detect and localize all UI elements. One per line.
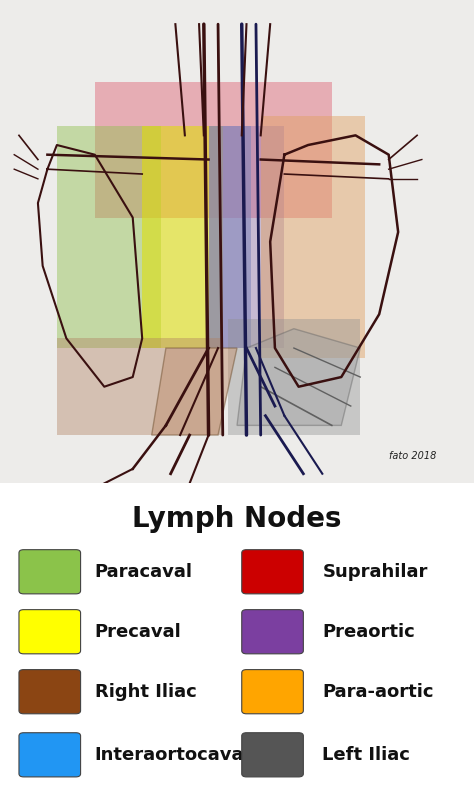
Text: fato 2018: fato 2018 <box>389 451 436 461</box>
Polygon shape <box>237 328 360 425</box>
Text: Suprahilar: Suprahilar <box>322 562 428 581</box>
FancyBboxPatch shape <box>19 550 81 594</box>
FancyBboxPatch shape <box>242 670 303 714</box>
Text: Lymph Nodes: Lymph Nodes <box>132 506 342 534</box>
Text: Preaortic: Preaortic <box>322 622 415 641</box>
Bar <box>261 116 365 358</box>
Bar <box>57 125 161 348</box>
Bar <box>95 82 332 217</box>
FancyBboxPatch shape <box>19 670 81 714</box>
Text: Para-aortic: Para-aortic <box>322 682 434 701</box>
Text: Left Iliac: Left Iliac <box>322 745 410 764</box>
Text: Interaortocaval: Interaortocaval <box>95 745 250 764</box>
Bar <box>57 339 223 435</box>
FancyBboxPatch shape <box>242 550 303 594</box>
Bar <box>209 125 284 348</box>
FancyBboxPatch shape <box>242 610 303 654</box>
Text: Paracaval: Paracaval <box>95 562 193 581</box>
Text: Right Iliac: Right Iliac <box>95 682 197 701</box>
FancyBboxPatch shape <box>19 610 81 654</box>
Bar <box>228 319 360 435</box>
Text: Precaval: Precaval <box>95 622 182 641</box>
Polygon shape <box>152 348 237 435</box>
Bar <box>142 125 223 348</box>
FancyBboxPatch shape <box>19 733 81 777</box>
FancyBboxPatch shape <box>242 733 303 777</box>
Bar <box>209 125 251 348</box>
